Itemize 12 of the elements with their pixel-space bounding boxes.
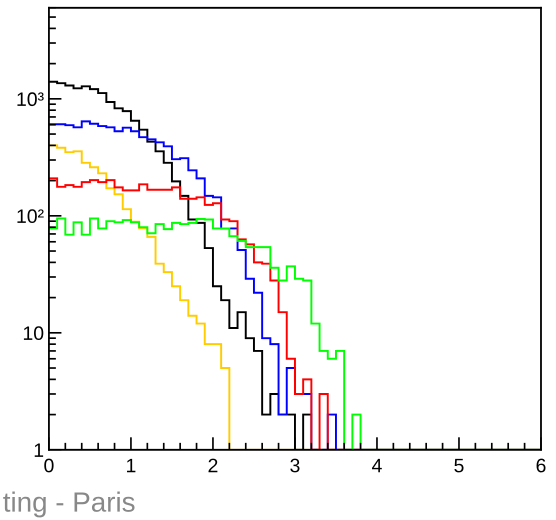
y-tick-label: 1 — [34, 443, 44, 457]
y-tick-label: 10³ — [17, 92, 44, 106]
x-tick-label: 2 — [208, 458, 218, 472]
x-tick-label: 0 — [44, 458, 54, 472]
y-tick-label: 10 — [24, 326, 44, 340]
x-tick-label: 5 — [454, 458, 464, 472]
y-tick-label: 10² — [17, 209, 44, 224]
x-tick-label: 1 — [127, 458, 136, 472]
x-tick-label: 3 — [290, 458, 300, 472]
x-tick-label: 4 — [372, 458, 382, 472]
x-tick-label: 6 — [536, 458, 546, 472]
text: ting - Paris — [3, 492, 135, 518]
